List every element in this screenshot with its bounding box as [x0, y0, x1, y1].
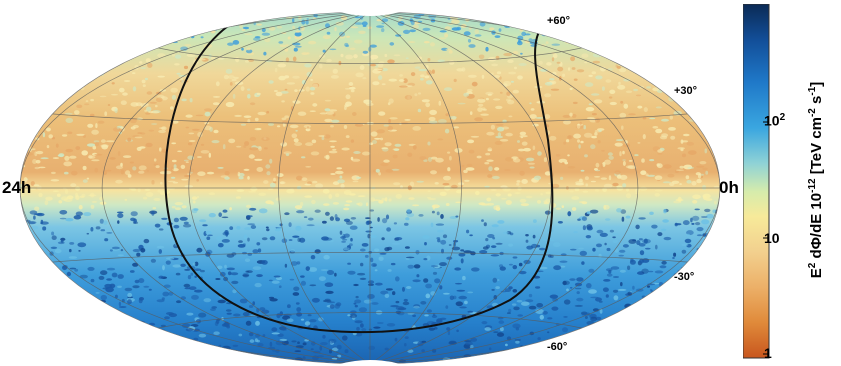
sky-map-body — [20, 12, 720, 364]
colorbar-tick-10: 10 — [764, 230, 780, 246]
map-notch-top — [340, 0, 400, 16]
galactic-plane-curve — [164, 23, 554, 334]
sky-map — [19, 0, 721, 366]
colorbar — [743, 4, 770, 359]
grid-parallel — [20, 99, 720, 124]
colorbar-ticks — [763, 121, 769, 355]
colorbar-gradient — [743, 4, 770, 359]
colorbar-tick-1: 1 — [764, 345, 772, 361]
grid-parallel — [122, 35, 618, 64]
galactic-plane-line — [164, 23, 554, 334]
dec-label-minus30: -30° — [674, 271, 695, 283]
coordinate-grid — [20, 12, 720, 364]
dec-label-minus60: -60° — [547, 341, 568, 353]
dec-label-plus60: +60° — [547, 15, 571, 27]
ra-label-0h: 0h — [719, 178, 739, 197]
map-notch-bottom — [340, 360, 400, 366]
grid-parallel — [122, 312, 618, 341]
grid-parallel — [20, 252, 720, 277]
ra-label-24h: 24h — [2, 178, 32, 197]
dec-label-plus30: +30° — [674, 85, 698, 97]
colorbar-tick-100: 102 — [764, 112, 786, 129]
